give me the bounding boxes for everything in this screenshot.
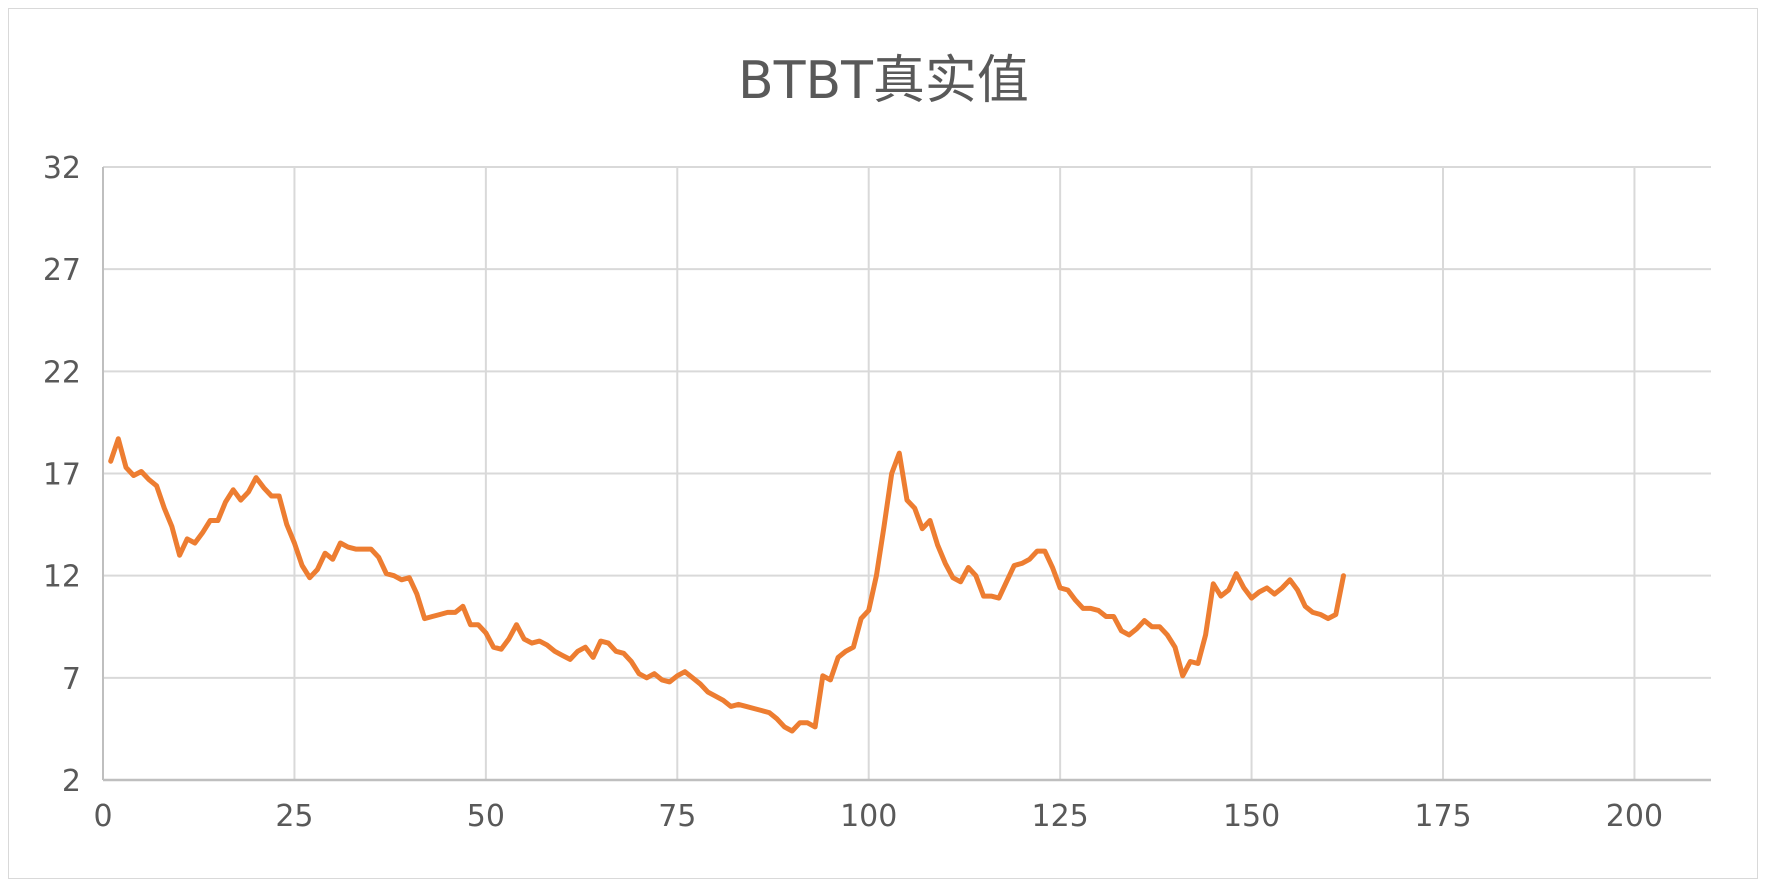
x-tick-label: 200 (1606, 799, 1663, 834)
x-tick-label: 75 (658, 799, 696, 834)
x-tick-label: 175 (1414, 799, 1471, 834)
x-tick-label: 150 (1223, 799, 1280, 834)
x-tick-label: 50 (467, 799, 505, 834)
x-tick-label: 25 (275, 799, 313, 834)
y-tick-label: 27 (43, 253, 81, 288)
x-tick-label: 125 (1032, 799, 1089, 834)
y-tick-label: 17 (43, 458, 81, 493)
x-tick-label: 0 (93, 799, 112, 834)
y-tick-label: 22 (43, 355, 81, 390)
series-line (108, 436, 1346, 734)
x-tick-label: 100 (840, 799, 897, 834)
y-tick-label: 12 (43, 560, 81, 595)
y-tick-label: 7 (62, 662, 81, 697)
chart-title: BTBT真实值 (738, 51, 1029, 111)
y-tick-label: 32 (43, 151, 81, 186)
chart-area (8, 8, 1758, 879)
y-tick-label: 2 (62, 764, 81, 799)
